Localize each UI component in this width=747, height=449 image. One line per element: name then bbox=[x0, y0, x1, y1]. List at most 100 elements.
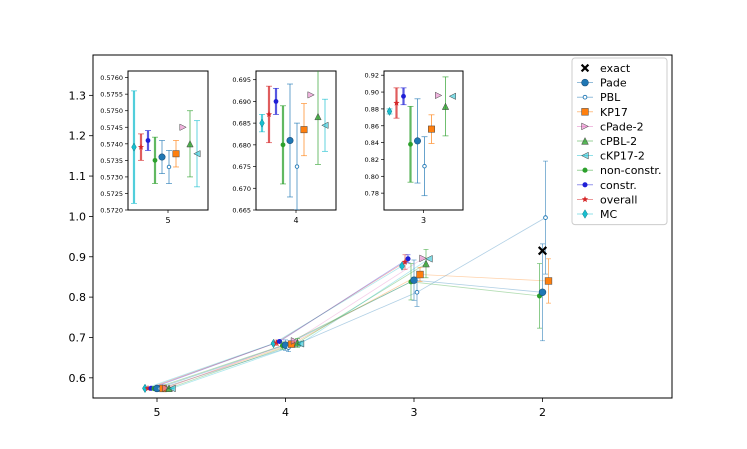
inset-point-cpade-2 bbox=[179, 123, 187, 131]
inset-y-tick-label: 0.670 bbox=[232, 185, 251, 193]
inset-point-pade bbox=[286, 137, 294, 145]
inset-point-pbl bbox=[294, 164, 300, 169]
legend-marker-overall bbox=[581, 196, 589, 203]
point-pbl bbox=[414, 289, 420, 295]
inset-y-tick-label: 0.690 bbox=[232, 98, 251, 106]
inset-point-overall bbox=[137, 143, 145, 150]
inset-point-overall bbox=[393, 99, 400, 106]
legend-marker-mc bbox=[582, 209, 588, 219]
legend-label-overall: overall bbox=[600, 193, 637, 206]
y-tick-label: 1.3 bbox=[69, 89, 87, 102]
inset-point-mc bbox=[131, 142, 137, 152]
point-constr bbox=[405, 256, 411, 262]
inset-y-tick-label: 0.88 bbox=[365, 105, 379, 113]
inset-y-tick-label: 0.5745 bbox=[100, 124, 123, 132]
point-mc bbox=[142, 383, 148, 394]
legend-label-pade: Pade bbox=[600, 77, 627, 90]
inset-point-ckp17-2 bbox=[193, 150, 201, 158]
point-cpade-2 bbox=[162, 384, 170, 392]
inset-point-pbl bbox=[422, 163, 427, 169]
inset-point-mc bbox=[259, 118, 265, 128]
inset-point-ckp17-2 bbox=[321, 121, 329, 129]
inset-y-tick-label: 0.92 bbox=[365, 72, 379, 80]
legend-marker-constr bbox=[582, 182, 588, 188]
inset-point-mc bbox=[386, 106, 393, 116]
legend-marker-ckp17-2 bbox=[581, 151, 589, 160]
y-tick-label: 0.6 bbox=[69, 372, 87, 385]
point-cpade-2 bbox=[290, 337, 299, 345]
inset-y-tick-label: 0.5750 bbox=[100, 107, 123, 115]
inset-point-pade bbox=[413, 137, 421, 145]
legend-frame bbox=[571, 57, 668, 226]
legend-label-constr: constr. bbox=[600, 179, 637, 192]
inset-y-tick-label: 0.5760 bbox=[100, 74, 123, 82]
legend-label-ckp17-2: cKP17-2 bbox=[600, 150, 645, 163]
inset-point-kp17 bbox=[300, 126, 308, 134]
inset-point-constr bbox=[145, 138, 151, 143]
inset-y-tick-label: 0.5740 bbox=[100, 140, 123, 148]
inset-y-tick-label: 0.78 bbox=[365, 190, 379, 198]
inset-y-tick-label: 0.5735 bbox=[100, 157, 123, 165]
y-tick-label: 0.9 bbox=[69, 251, 87, 264]
point-cpbl-2 bbox=[422, 259, 430, 268]
point-ckp17-2 bbox=[425, 254, 433, 263]
legend-label-kp17: KP17 bbox=[600, 106, 628, 119]
inset-point-non-constr bbox=[408, 141, 413, 147]
legend-label-mc: MC bbox=[600, 208, 617, 221]
inset-point-constr bbox=[273, 99, 279, 104]
legend-marker-kp17 bbox=[581, 108, 589, 116]
inset-point-non-constr bbox=[152, 157, 158, 163]
inset-y-tick-label: 0.5725 bbox=[100, 190, 123, 198]
point-exact bbox=[537, 246, 548, 256]
point-overall bbox=[401, 258, 409, 265]
legend-marker-cpbl-2 bbox=[581, 137, 589, 145]
inset-3: 0.78 0.80 0.82 0.84 0.86 0.88 0.90 0.92 3 bbox=[365, 70, 464, 225]
inset-y-tick-label: 0.5720 bbox=[100, 207, 123, 215]
main-axes-frame bbox=[92, 54, 673, 399]
inset-y-tick-label: 0.5730 bbox=[100, 173, 123, 181]
inset-point-kp17 bbox=[428, 125, 435, 133]
point-constr bbox=[276, 338, 283, 345]
inset-plot-area bbox=[131, 90, 201, 204]
inset-y-tick-label: 0.5755 bbox=[100, 91, 123, 99]
inset-point-cpade-2 bbox=[435, 91, 443, 100]
point-ckp17-2 bbox=[168, 384, 176, 393]
inset-y-tick-label: 0.685 bbox=[232, 120, 251, 128]
point-kp17 bbox=[416, 270, 424, 279]
inset-y-tick-label: 0.675 bbox=[232, 163, 251, 171]
series-line-non-constr- bbox=[153, 281, 540, 389]
inset-point-non-constr bbox=[280, 142, 286, 148]
inset-x-tick-label: 4 bbox=[293, 216, 298, 225]
inset-point-ckp17-2 bbox=[448, 92, 456, 100]
x-tick-label: 4 bbox=[282, 406, 289, 419]
y-tick-label: 1.2 bbox=[69, 130, 87, 143]
legend-marker-non-constr bbox=[582, 167, 588, 173]
point-pade bbox=[538, 288, 547, 296]
inset-y-tick-label: 0.80 bbox=[365, 173, 379, 181]
inset-x-tick-label: 5 bbox=[165, 216, 170, 225]
inset-y-tick-label: 0.82 bbox=[365, 156, 379, 164]
point-overall bbox=[273, 339, 280, 346]
series-line-pade bbox=[156, 279, 543, 389]
inset-y-tick-label: 0.86 bbox=[365, 122, 379, 130]
inset-point-pade bbox=[158, 153, 166, 161]
series-line-pbl bbox=[159, 217, 546, 389]
inset-point-cpbl-2 bbox=[186, 140, 194, 148]
inset-point-cpbl-2 bbox=[441, 102, 450, 110]
y-tick-label: 0.7 bbox=[69, 331, 87, 344]
inset-plot-area bbox=[259, 71, 329, 210]
legend-marker-pbl bbox=[582, 94, 588, 100]
inset-point-cpade-2 bbox=[307, 91, 315, 99]
point-cpade-2 bbox=[419, 254, 427, 263]
legend-label-cpbl-2: cPBL-2 bbox=[600, 135, 637, 148]
y-tick-label: 1.0 bbox=[69, 210, 87, 223]
legend-marker-cpade-2 bbox=[581, 122, 589, 131]
inset-plot-area bbox=[386, 76, 456, 197]
legend-label-pbl: PBL bbox=[600, 91, 621, 104]
inset-y-tick-label: 0.695 bbox=[232, 76, 251, 84]
point-ckp17-2 bbox=[296, 339, 305, 348]
y-tick-label: 0.8 bbox=[69, 291, 87, 304]
inset-point-overall bbox=[265, 111, 273, 118]
